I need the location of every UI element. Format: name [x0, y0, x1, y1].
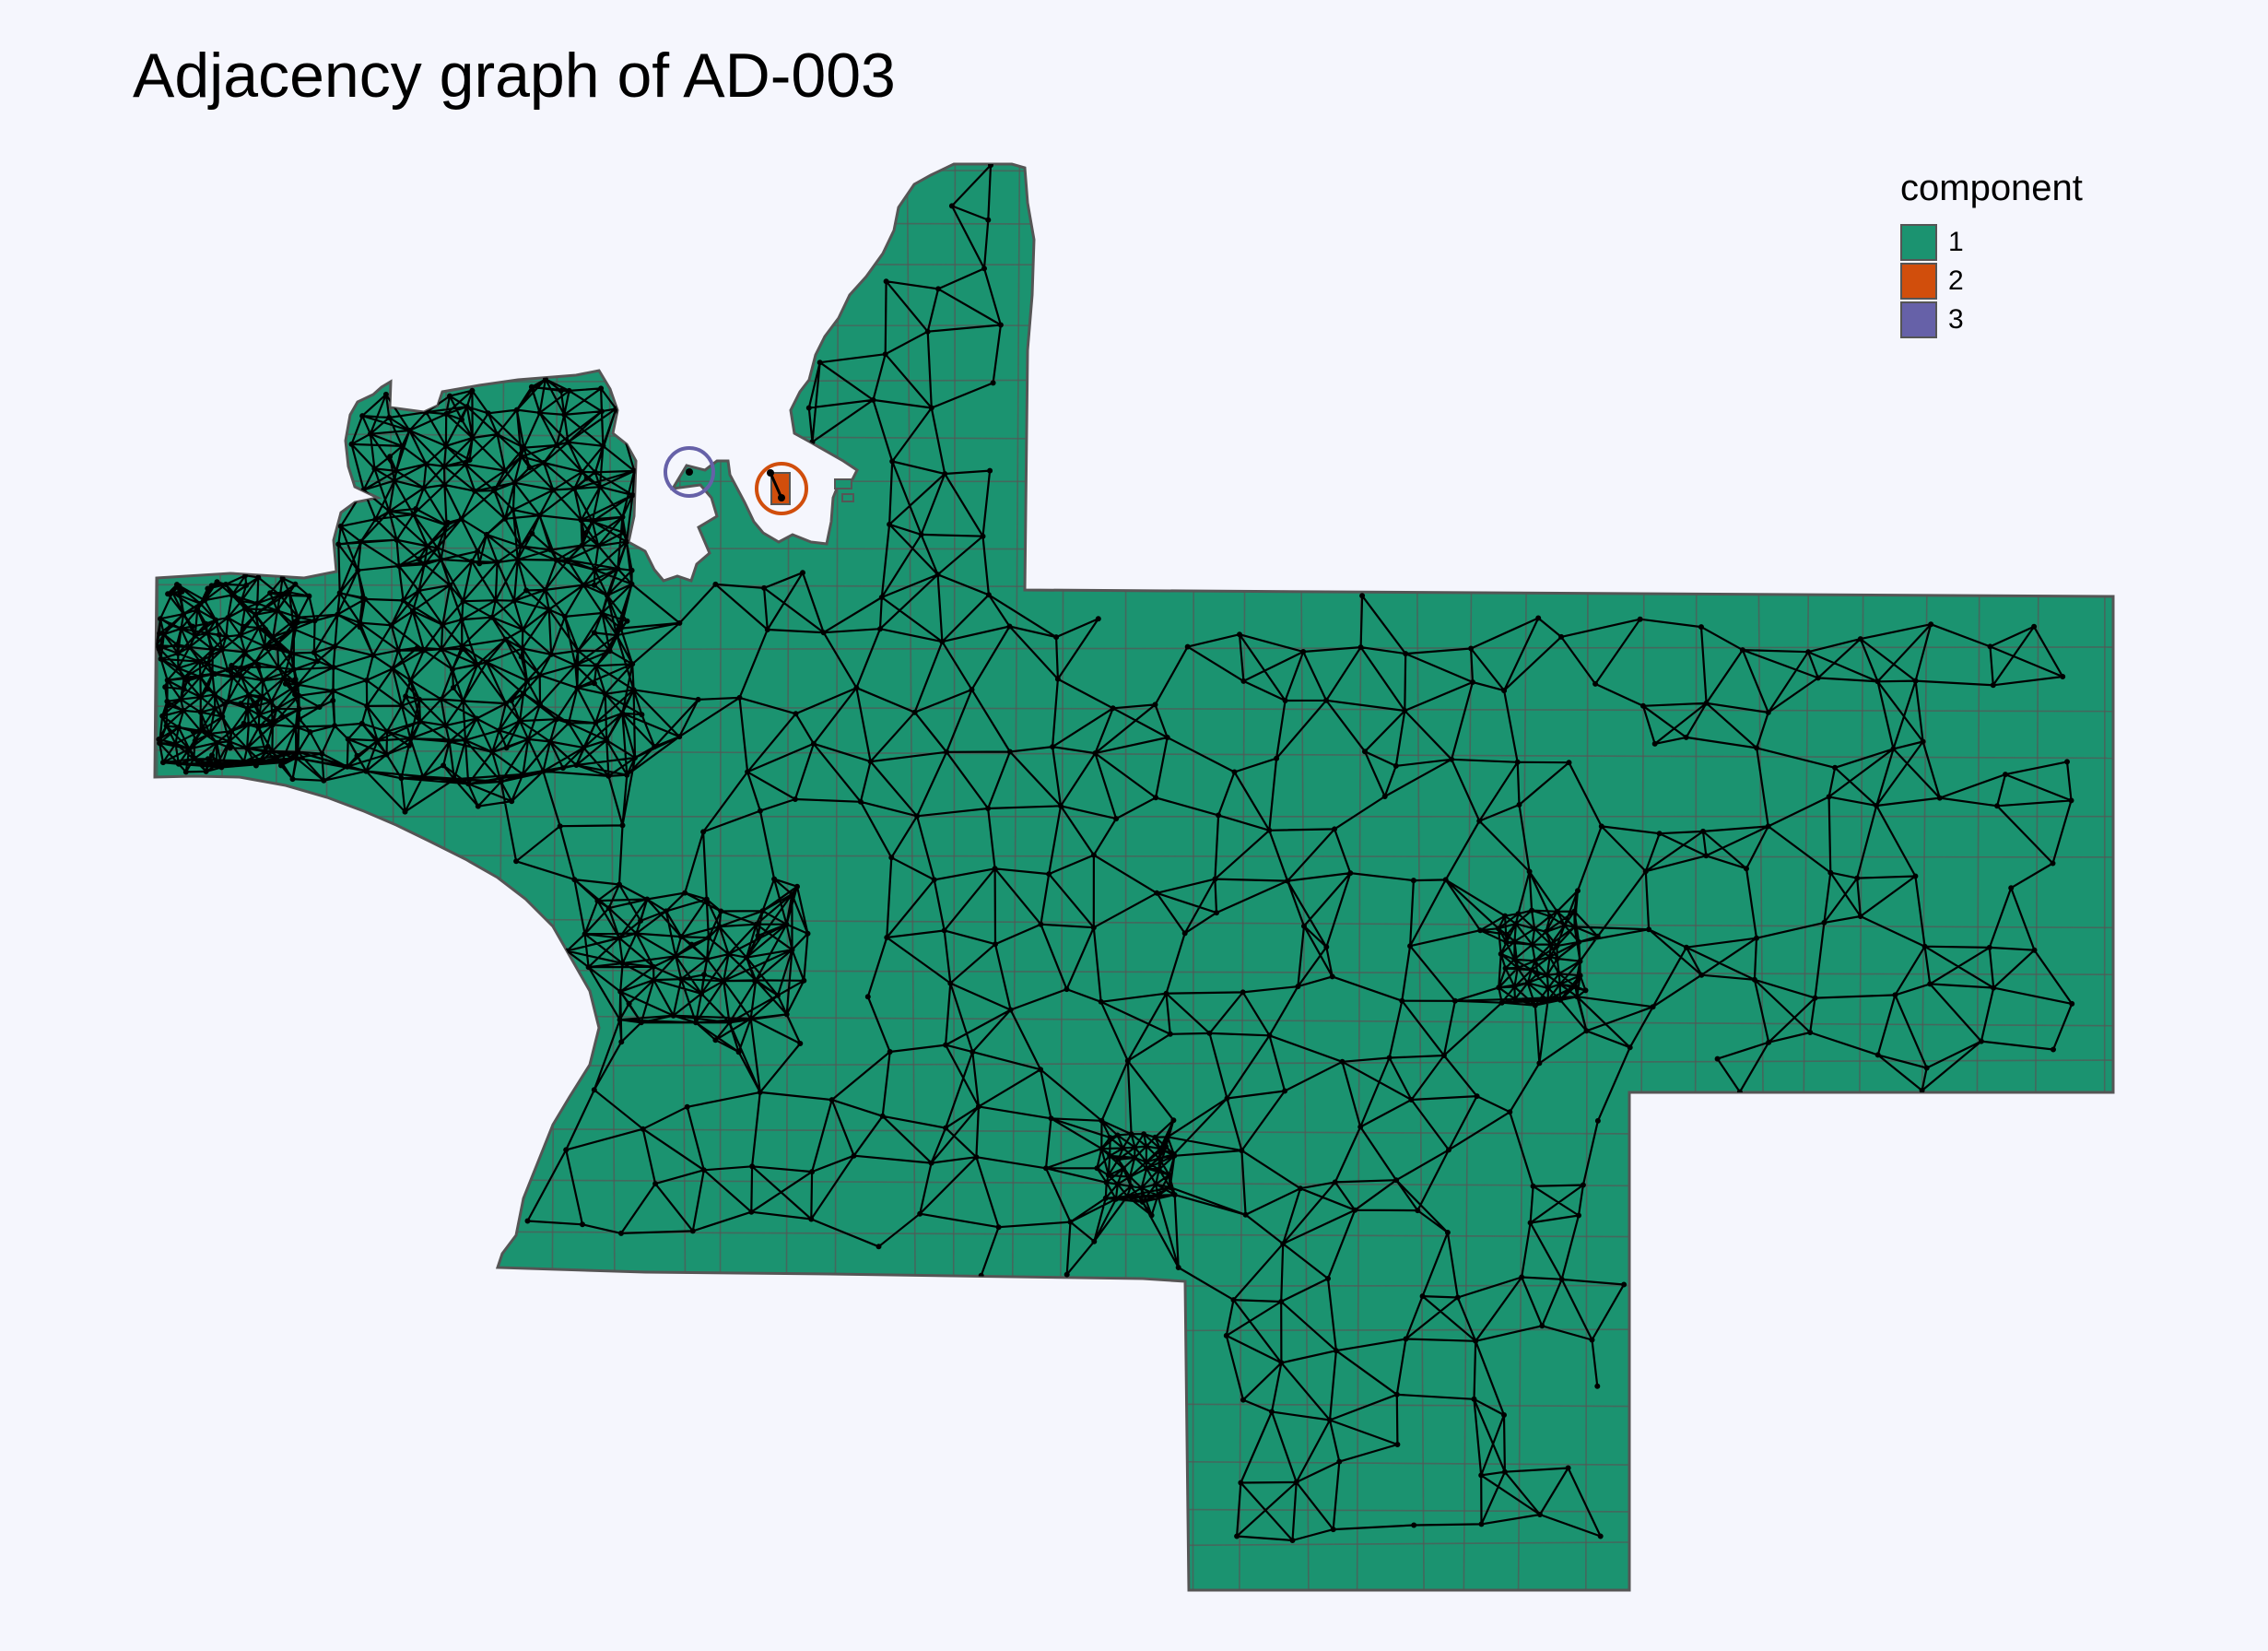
component-2-node [767, 469, 774, 477]
precinct-line [155, 480, 2113, 483]
legend-item-component-1: 1 [1900, 223, 2083, 262]
adjacency-edges [155, 164, 2074, 1542]
isolated-components [664, 446, 854, 515]
component-2-highlight [755, 462, 808, 515]
district-boundary [153, 162, 2115, 1592]
precinct-line [441, 164, 448, 1590]
precinct-line [155, 1327, 2113, 1334]
legend-label-3: 3 [1948, 304, 1964, 335]
precinct-line [155, 646, 2113, 651]
precinct-line [155, 705, 2113, 713]
component-3-node [686, 468, 693, 476]
component-2-region [770, 472, 791, 505]
coastal-fragment [841, 493, 854, 502]
precinct-line [155, 1398, 2113, 1409]
precinct-line [155, 376, 2113, 384]
precinct-line [388, 164, 399, 1590]
component-2-edge [769, 472, 783, 499]
coastal-fragment [834, 478, 852, 489]
component-3-highlight [664, 446, 715, 498]
component-2-node [778, 494, 785, 501]
precinct-line [155, 1538, 2113, 1553]
legend-label-1: 1 [1948, 227, 1964, 257]
precinct-line [155, 220, 2113, 229]
precinct-line [155, 165, 2113, 178]
precinct-line [719, 164, 723, 1590]
legend-item-component-3: 3 [1900, 301, 2083, 339]
precinct-line [155, 1504, 2113, 1515]
precinct-line [155, 1284, 2113, 1288]
legend-swatch-3 [1900, 301, 1937, 338]
map-title: Adjacency graph of AD-003 [133, 41, 896, 111]
precinct-line [155, 164, 160, 1590]
legend-swatch-1 [1900, 224, 1937, 261]
precinct-line [2103, 164, 2106, 1590]
precinct-line [155, 263, 2113, 266]
precinct-line [155, 1454, 2113, 1469]
legend-item-component-2: 2 [1900, 262, 2083, 301]
legend-swatch-2 [1900, 263, 1937, 300]
precinct-line [155, 855, 2113, 858]
precinct-line [215, 164, 231, 1590]
adjacency-edge-set [155, 164, 2074, 1542]
legend-label-2: 2 [1948, 265, 1964, 296]
legend: component 1 2 3 [1900, 170, 2083, 339]
legend-title: component [1900, 168, 2083, 208]
precinct-line [321, 164, 334, 1590]
precinct-line [273, 164, 280, 1590]
